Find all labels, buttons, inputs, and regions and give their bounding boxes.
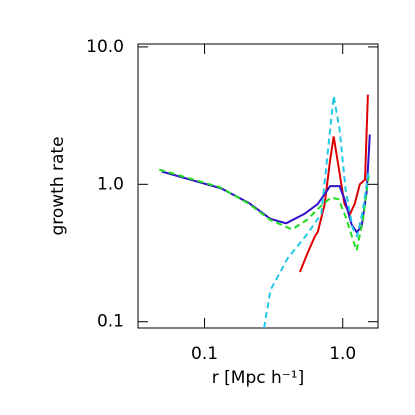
y-tick-label: 0.1 <box>97 312 124 332</box>
plot-frame <box>137 43 379 329</box>
series-line <box>263 95 370 328</box>
x-tick-label: 0.1 <box>191 344 218 364</box>
series-line <box>158 168 370 255</box>
y-axis-label: growth rate <box>48 136 68 235</box>
series-line <box>161 134 371 234</box>
y-tick-label: 1.0 <box>97 174 124 194</box>
y-tick-label: 10.0 <box>86 37 124 57</box>
x-axis-label: r [Mpc h⁻¹] <box>212 368 304 388</box>
series-line <box>298 94 369 273</box>
x-tick-label: 1.0 <box>329 344 356 364</box>
